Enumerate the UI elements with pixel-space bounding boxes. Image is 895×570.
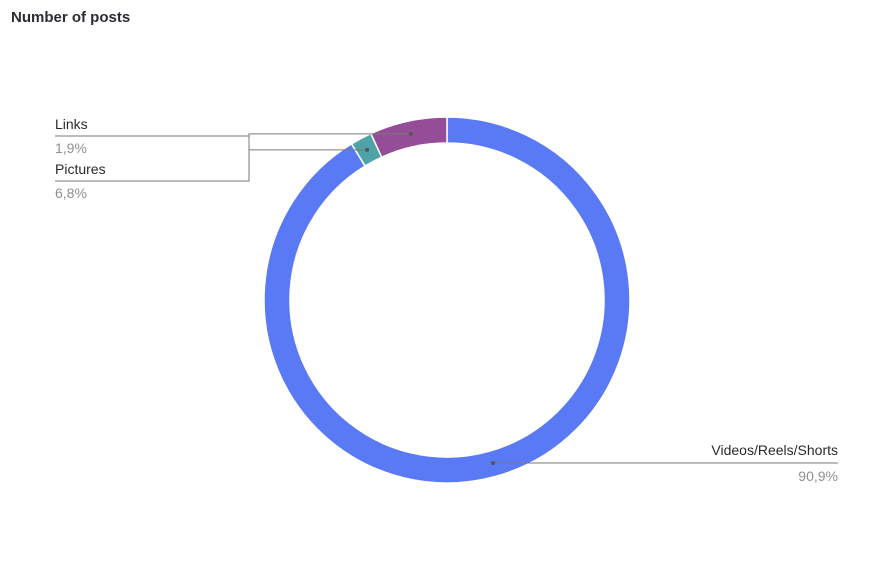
leader-line-links bbox=[55, 135, 368, 151]
slice-label-pictures: Pictures bbox=[55, 161, 106, 177]
slice-value-pictures: 6,8% bbox=[55, 185, 87, 201]
leader-line-pictures bbox=[55, 133, 411, 182]
slice-value-links: 1,9% bbox=[55, 140, 87, 156]
slice-label-links: Links bbox=[55, 116, 88, 132]
leader-dot-links bbox=[365, 147, 370, 152]
leader-dot-pictures bbox=[408, 131, 413, 136]
slice-value-videos-reels-shorts: 90,9% bbox=[798, 468, 838, 484]
chart-title: Number of posts bbox=[11, 9, 131, 26]
slice-label-videos-reels-shorts: Videos/Reels/Shorts bbox=[711, 442, 838, 458]
slice-pictures[interactable] bbox=[369, 116, 448, 159]
slice-videos-reels-shorts[interactable] bbox=[263, 116, 631, 484]
leader-dot-videos-reels-shorts bbox=[491, 461, 496, 465]
